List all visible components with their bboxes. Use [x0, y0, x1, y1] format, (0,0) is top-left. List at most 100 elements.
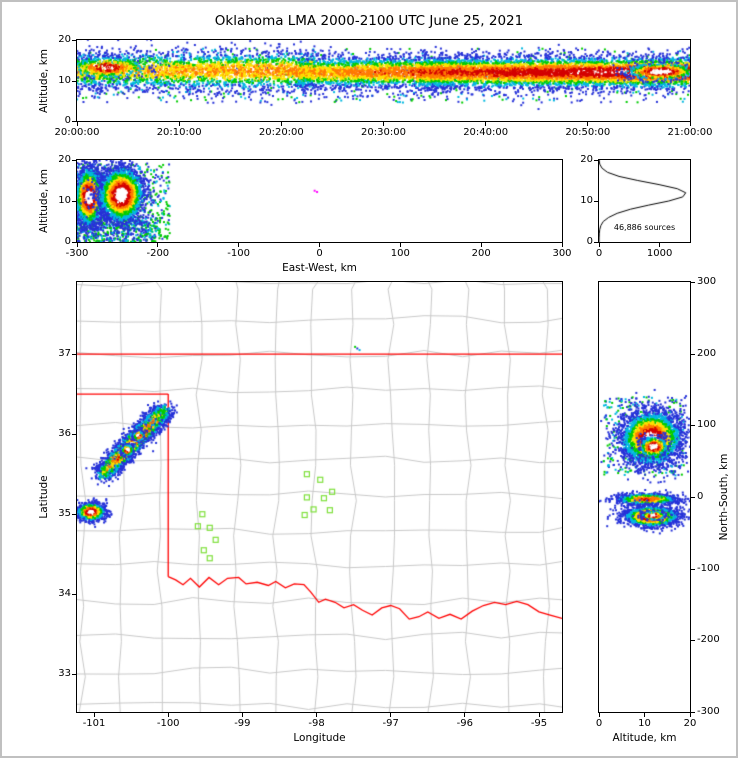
- x-axis-label: Altitude, km: [612, 732, 677, 744]
- x-axis-label: East-West, km: [282, 262, 357, 274]
- y-tick-mark: [72, 354, 76, 356]
- x-tick-mark: [689, 713, 691, 717]
- y-tick-label: 200: [697, 347, 717, 359]
- x-tick-mark: [485, 122, 487, 126]
- x-tick-label: 20:40:00: [463, 127, 509, 138]
- x-tick-mark: [538, 713, 540, 717]
- y-tick-mark: [691, 282, 695, 283]
- y-tick-mark: [72, 514, 76, 516]
- y-axis-label: Altitude, km: [38, 168, 50, 234]
- y-tick-mark: [594, 201, 598, 202]
- x-tick-label: 20:20:00: [258, 127, 304, 138]
- x-tick-mark: [587, 122, 589, 126]
- x-tick-mark: [241, 713, 243, 717]
- x-axis-label: Longitude: [293, 732, 346, 744]
- x-tick-mark: [689, 122, 691, 126]
- panel-altitude-histogram: [598, 159, 691, 243]
- y-tick-mark: [691, 640, 695, 642]
- y-tick-label: -200: [697, 634, 720, 646]
- y-tick-label: 10: [58, 195, 71, 206]
- y-tick-mark: [72, 40, 76, 41]
- x-tick-mark: [480, 243, 482, 247]
- x-tick-label: -99: [234, 718, 251, 729]
- y-tick-label: 34: [58, 588, 71, 600]
- y-tick-label: 33: [58, 668, 71, 680]
- y-tick-mark: [72, 201, 76, 202]
- y-tick-label: -300: [697, 706, 720, 717]
- y-tick-label: 0: [64, 115, 71, 126]
- y-tick-label: 36: [58, 428, 71, 440]
- y-tick-label: 10: [58, 74, 71, 86]
- x-tick-label: 0: [316, 248, 323, 259]
- x-tick-label: 1000: [646, 248, 673, 259]
- source-count-label: 46,886 sources: [613, 223, 676, 232]
- x-tick-mark: [178, 122, 180, 126]
- y-tick-mark: [691, 497, 695, 498]
- x-tick-label: -101: [82, 718, 106, 729]
- y-tick-label: 20: [58, 154, 71, 165]
- x-tick-mark: [644, 713, 645, 717]
- y-tick-mark: [691, 568, 695, 570]
- y-tick-mark: [72, 674, 76, 676]
- x-tick-mark: [76, 243, 78, 247]
- x-tick-mark: [93, 713, 95, 717]
- x-tick-mark: [390, 713, 392, 717]
- y-tick-mark: [72, 121, 76, 122]
- y-tick-mark: [594, 160, 598, 161]
- y-tick-label: -100: [697, 562, 720, 574]
- panel-time-height: [76, 39, 691, 122]
- x-tick-label: 20:00:00: [54, 127, 100, 138]
- x-tick-label: -97: [382, 718, 399, 729]
- x-tick-mark: [157, 243, 159, 247]
- x-tick-mark: [598, 713, 600, 717]
- north-south-height-canvas: [599, 282, 690, 712]
- time-height-canvas: [77, 40, 690, 121]
- x-tick-mark: [383, 122, 384, 126]
- x-tick-mark: [319, 243, 320, 247]
- x-tick-mark: [561, 243, 563, 247]
- panel-plan-view-map: [76, 281, 563, 713]
- y-tick-mark: [691, 425, 695, 427]
- y-tick-label: 300: [697, 276, 717, 287]
- x-tick-label: -95: [530, 718, 548, 729]
- panel-east-west-height: [76, 159, 563, 243]
- y-tick-mark: [72, 242, 76, 243]
- x-tick-label: -300: [65, 248, 89, 259]
- x-tick-mark: [316, 713, 318, 717]
- altitude-histogram-canvas: [599, 160, 690, 242]
- x-tick-label: 0: [595, 718, 603, 729]
- x-tick-label: 200: [471, 248, 491, 259]
- y-tick-label: 0: [586, 236, 593, 247]
- east-west-height-canvas: [77, 160, 562, 242]
- x-tick-label: -100: [156, 718, 180, 729]
- y-axis-label: North-South, km: [718, 453, 730, 541]
- y-tick-mark: [72, 434, 76, 436]
- y-tick-mark: [72, 160, 76, 161]
- y-axis-label: Altitude, km: [38, 48, 50, 113]
- x-tick-mark: [280, 122, 282, 126]
- x-tick-label: 20: [683, 718, 697, 729]
- y-tick-label: 35: [58, 508, 71, 520]
- x-tick-mark: [167, 713, 169, 717]
- x-tick-mark: [598, 243, 600, 247]
- y-tick-label: 0: [697, 491, 704, 502]
- x-tick-mark: [76, 122, 78, 126]
- x-tick-label: 300: [552, 248, 572, 259]
- y-tick-mark: [594, 242, 598, 243]
- y-tick-label: 20: [580, 154, 593, 165]
- x-tick-label: -200: [146, 248, 170, 259]
- x-tick-label: 20:30:00: [361, 127, 406, 138]
- y-tick-mark: [72, 80, 76, 82]
- x-tick-label: 21:00:00: [667, 127, 713, 138]
- x-tick-label: 100: [390, 248, 410, 259]
- panel-north-south-height: [598, 281, 691, 713]
- x-tick-label: -96: [456, 718, 474, 729]
- x-tick-mark: [659, 243, 661, 247]
- y-tick-label: 20: [58, 34, 71, 45]
- y-tick-mark: [72, 594, 76, 596]
- plan-view-map-canvas: [77, 282, 562, 712]
- x-tick-label: 0: [595, 248, 603, 259]
- y-tick-label: 10: [580, 195, 593, 206]
- x-tick-label: 20:50:00: [565, 127, 611, 138]
